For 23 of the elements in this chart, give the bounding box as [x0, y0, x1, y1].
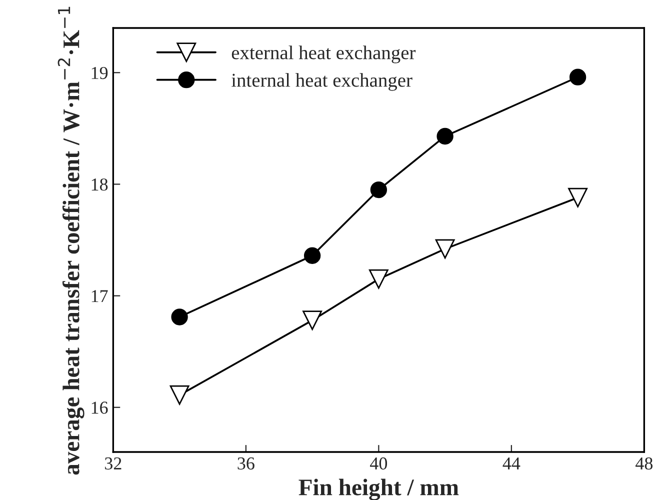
- point: [436, 128, 454, 145]
- y-tick-label: 18: [92, 178, 108, 191]
- legend-label: internal heat exchanger: [232, 73, 412, 91]
- y-axis-title: average heat transfer coefficient / W·m$^{−2}$·K$^{−1}$: [58, 6, 84, 475]
- x-tick-label: 48: [636, 457, 653, 470]
- x-axis-title: Fin height / mm: [298, 478, 459, 500]
- point: [368, 269, 388, 289]
- point: [171, 308, 188, 326]
- x-tick-label: 32: [105, 457, 122, 470]
- point: [569, 68, 586, 86]
- y-tick-label: 17: [92, 290, 108, 302]
- point: [370, 181, 388, 198]
- legend-label: external heat exchanger: [232, 46, 416, 64]
- x-tick-label: 40: [370, 457, 388, 470]
- point: [568, 188, 588, 208]
- point: [304, 247, 321, 264]
- x-tick-label: 36: [238, 457, 254, 470]
- y-tick-label: 19: [92, 66, 108, 80]
- point: [435, 239, 455, 259]
- point: [170, 385, 190, 405]
- y-tick-label: 16: [92, 402, 108, 414]
- x-tick-label: 44: [502, 458, 520, 470]
- point: [302, 310, 322, 330]
